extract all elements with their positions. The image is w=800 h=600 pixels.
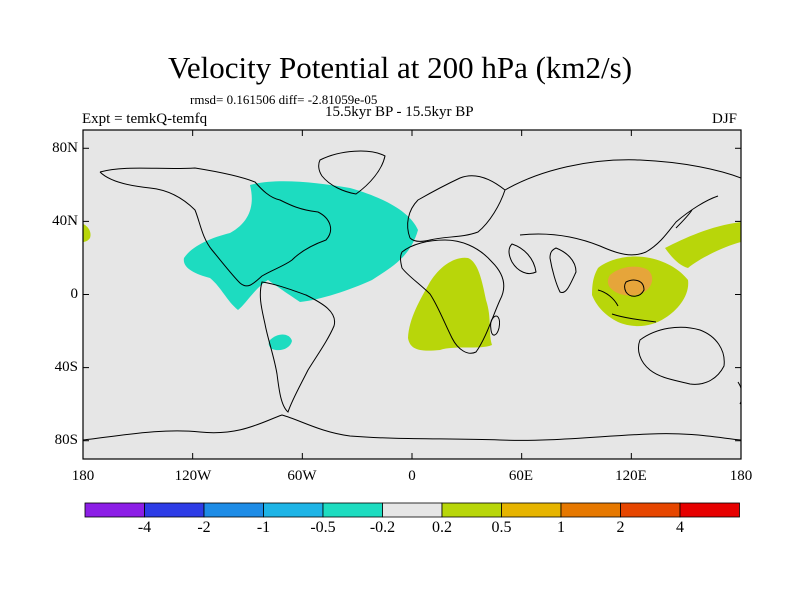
lon-tick-180-right: 180 — [729, 468, 753, 484]
colorbar-box-4 — [322, 502, 383, 518]
colorbar-label-5: 0.2 — [432, 519, 452, 536]
anomaly-east-pacific-edge — [83, 224, 91, 242]
lon-tick-0: 0 — [408, 468, 416, 484]
colorbar-box-10 — [679, 502, 740, 518]
anomaly-indonesia-core — [607, 266, 653, 296]
colorbar-box-0 — [84, 502, 145, 518]
colorbar-box-8 — [560, 502, 621, 518]
colorbar-box-1 — [144, 502, 205, 518]
rmsd-diff-stats: rmsd= 0.161506 diff= -2.81059e-05 — [190, 92, 378, 107]
lat-tick-0: 0 — [70, 286, 79, 302]
colorbar-label-3: -0.5 — [310, 519, 336, 536]
colorbar-label-2: -1 — [256, 519, 271, 536]
colorbar-box-3 — [263, 502, 324, 518]
colorbar-label-8: 2 — [616, 519, 625, 536]
experiment-label: Expt = temkQ-temfq — [82, 111, 208, 127]
anomaly-west-pacific — [665, 222, 741, 268]
colorbar-label-4: -0.2 — [369, 519, 396, 536]
anomaly-africa — [408, 257, 492, 351]
lon-tick-60W: 60W — [287, 468, 317, 484]
lon-tick-60E: 60E — [508, 468, 534, 484]
colorbar-label-0: -4 — [137, 519, 152, 536]
colorbar-label-7: 1 — [557, 519, 565, 536]
colorbar-label-6: 0.5 — [491, 519, 512, 536]
lat-tick-80N: 80N — [52, 140, 78, 156]
colorbar — [84, 502, 740, 518]
colorbar-label-1: -2 — [197, 519, 211, 536]
colorbar-box-6 — [441, 502, 502, 518]
lon-tick-120E: 120E — [615, 468, 647, 484]
lat-tick-40S: 40S — [54, 359, 78, 375]
anomaly-north-atlantic-americas — [183, 181, 418, 310]
coastlines — [83, 150, 741, 441]
map-title: Velocity Potential at 200 hPa (km2/s) — [167, 50, 633, 85]
colorbar-box-7 — [501, 502, 562, 518]
anomaly-south-america-small — [268, 334, 292, 351]
lat-tick-80S: 80S — [54, 432, 78, 448]
lat-tick-40N: 40N — [52, 213, 78, 229]
period-label: 15.5kyr BP - 15.5kyr BP — [325, 104, 474, 120]
colorbar-label-9: 4 — [676, 519, 684, 536]
lon-tick-180-left: 180 — [71, 468, 95, 484]
axis-ticks — [82, 130, 742, 459]
colorbar-box-5 — [382, 502, 443, 518]
colorbar-box-9 — [620, 502, 681, 518]
season-label: DJF — [712, 111, 738, 127]
lon-tick-120W: 120W — [174, 468, 212, 484]
colorbar-box-2 — [203, 502, 264, 518]
